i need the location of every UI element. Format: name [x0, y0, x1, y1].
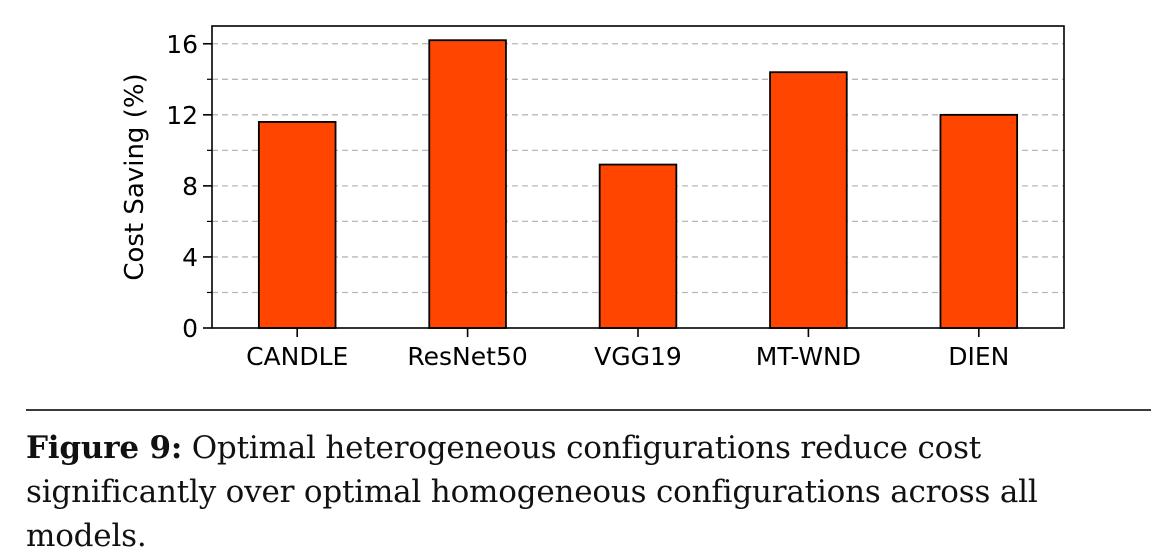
x-tick-label: CANDLE — [246, 342, 348, 371]
bars — [257, 39, 1019, 329]
bar-candle — [257, 121, 337, 329]
figure-label: Figure 9: — [26, 430, 183, 466]
caption-text: Optimal heterogeneous configurations red… — [26, 430, 1038, 554]
caption-separator — [26, 409, 1151, 411]
bar-chart: 0 4 8 12 16 CANDLE ResNet50 VGG19 MT-WND DIEN Co… — [120, 25, 1065, 371]
y-tick-label: 0 — [182, 314, 198, 343]
x-axis-ticks: CANDLE ResNet50 VGG19 MT-WND DIEN — [246, 328, 1009, 371]
x-tick-label: DIEN — [948, 342, 1009, 371]
bar-dien — [939, 113, 1019, 329]
bar-resnet50 — [428, 39, 507, 329]
figure-caption: Figure 9: Optimal heterogeneous configur… — [26, 426, 1156, 558]
y-axis-title: Cost Saving (%) — [120, 73, 150, 280]
y-tick-label: 12 — [166, 101, 198, 130]
y-tick-label: 16 — [166, 30, 198, 59]
x-tick-label: ResNet50 — [407, 342, 527, 371]
bar-mt-wnd — [769, 71, 848, 329]
y-axis-ticks: 0 4 8 12 16 — [166, 30, 212, 343]
y-tick-label: 8 — [182, 172, 198, 201]
y-tick-label: 4 — [182, 243, 198, 272]
bar-vgg19 — [598, 163, 678, 329]
x-tick-label: VGG19 — [594, 342, 682, 371]
x-tick-label: MT-WND — [756, 342, 861, 371]
